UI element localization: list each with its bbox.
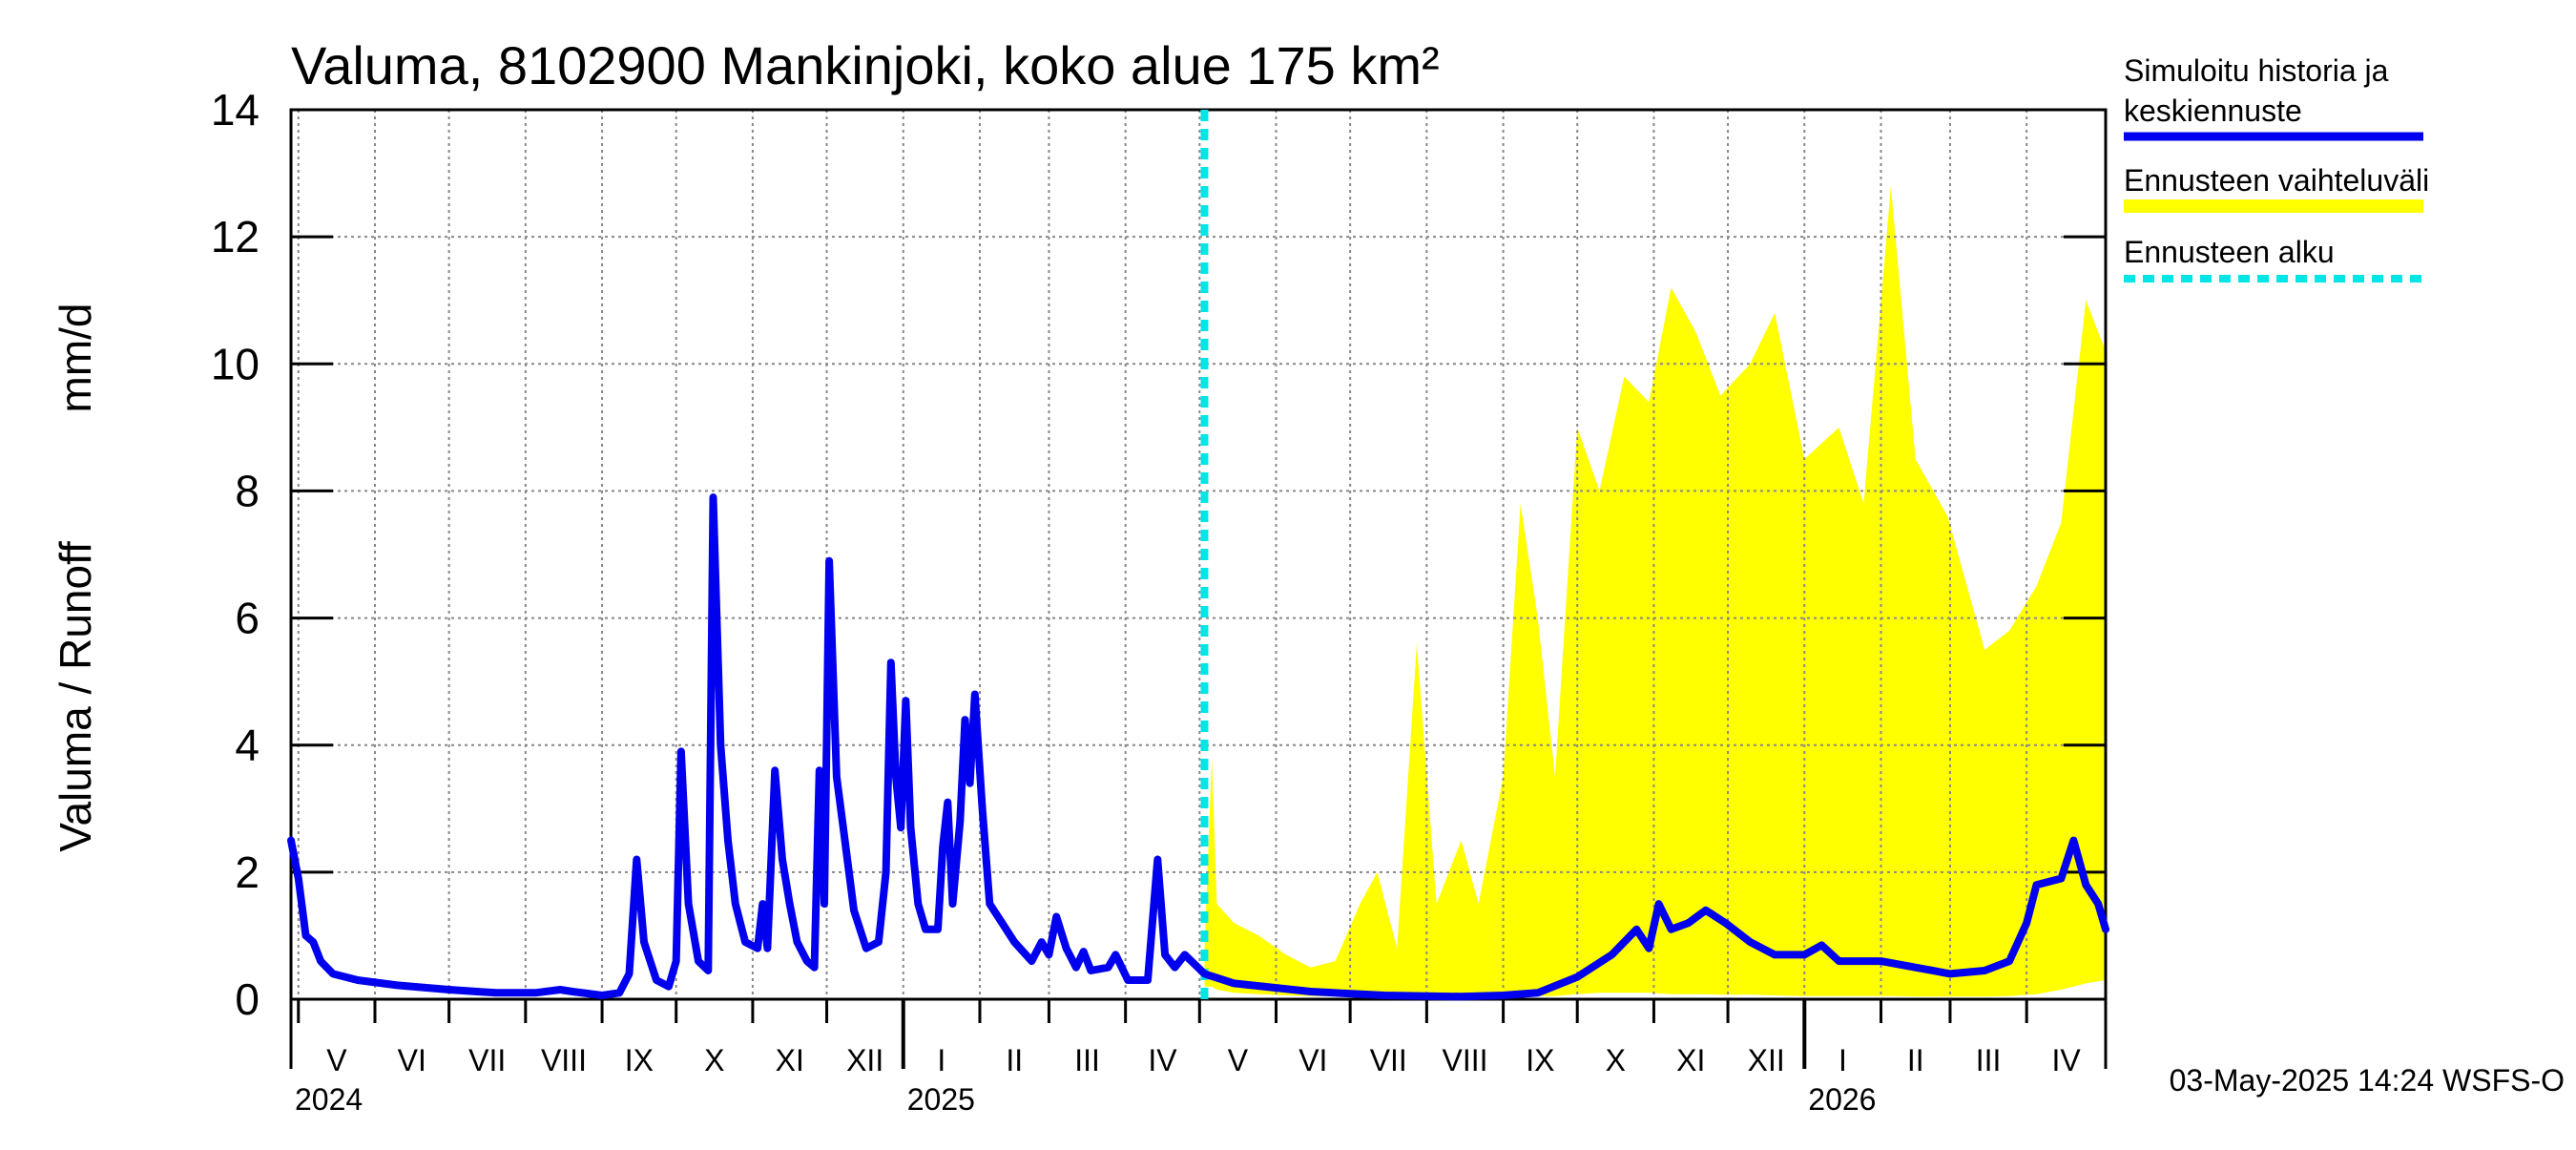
chart-title: Valuma, 8102900 Mankinjoki, koko alue 17… — [291, 35, 1440, 95]
y-tick-label: 14 — [211, 85, 260, 135]
x-month-label: VI — [398, 1043, 426, 1077]
x-month-label: XI — [776, 1043, 804, 1077]
legend: Simuloitu historia ja keskiennuste Ennuste… — [2124, 53, 2429, 282]
legend-label: Ennusteen alku — [2124, 235, 2335, 269]
x-month-label: IV — [1148, 1043, 1177, 1077]
x-month-label: IV — [2051, 1043, 2081, 1077]
y-tick-label: 12 — [211, 212, 260, 261]
x-month-label: VII — [1370, 1043, 1407, 1077]
simulated-runoff-line — [287, 493, 2109, 1001]
y-tick-label: 4 — [235, 721, 260, 770]
y-tick-label: 2 — [235, 847, 260, 897]
x-year-label: 2024 — [295, 1082, 363, 1117]
x-year-label: 2025 — [907, 1082, 975, 1117]
x-month-label: II — [1006, 1043, 1023, 1077]
x-month-label: I — [937, 1043, 945, 1077]
y-tick-label: 8 — [235, 466, 260, 515]
x-month-label: III — [1976, 1043, 2002, 1077]
forecast-range-fill — [1204, 185, 2106, 998]
legend-label: Ennusteen vaihteluväli — [2124, 163, 2429, 198]
footer-timestamp: 03-May-2025 14:24 WSFS-O — [2170, 1063, 2565, 1098]
x-year-label: 2026 — [1808, 1082, 1876, 1117]
x-month-label: VIII — [1442, 1043, 1487, 1077]
legend-label: Simuloitu historia ja — [2124, 53, 2389, 88]
x-month-label: VIII — [541, 1043, 587, 1077]
x-month-label: X — [1606, 1043, 1626, 1077]
legend-label: keskiennuste — [2124, 94, 2302, 128]
y-axis-unit: mm/d — [51, 303, 100, 413]
x-month-label: V — [1228, 1043, 1249, 1077]
x-month-label: IX — [1526, 1043, 1554, 1077]
x-month-label: VI — [1298, 1043, 1327, 1077]
x-month-label: V — [326, 1043, 347, 1077]
x-month-label: I — [1839, 1043, 1847, 1077]
x-month-label: X — [704, 1043, 724, 1077]
y-axis-label: Valuma / Runoff — [51, 541, 100, 852]
y-tick-label: 0 — [235, 974, 260, 1024]
x-month-label: XII — [846, 1043, 883, 1077]
x-month-label: II — [1907, 1043, 1924, 1077]
x-month-label: IX — [625, 1043, 654, 1077]
x-month-label: VII — [468, 1043, 506, 1077]
x-month-label: XI — [1676, 1043, 1705, 1077]
x-month-label: III — [1074, 1043, 1100, 1077]
plot-frame — [289, 108, 2108, 1001]
y-tick-label: 6 — [235, 594, 260, 643]
x-month-label: XII — [1748, 1043, 1785, 1077]
forecast-range-area — [1204, 185, 2106, 998]
series-lines — [287, 110, 2109, 1001]
y-tick-label: 10 — [211, 339, 260, 388]
